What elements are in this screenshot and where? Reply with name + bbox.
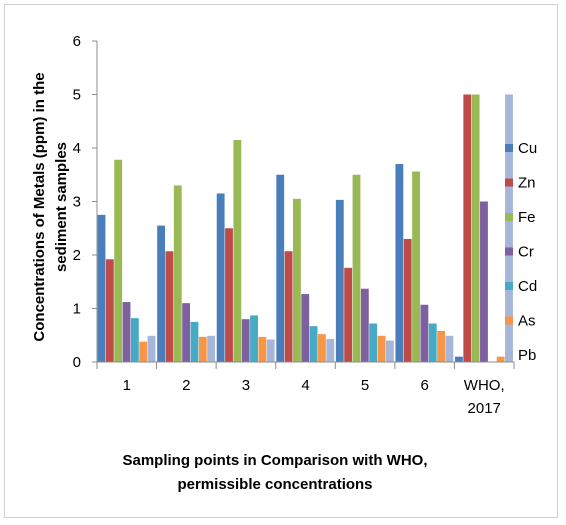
y-axis-title: Concentrations of Metals (ppm) in the sed… bbox=[31, 72, 70, 341]
legend-swatch-as bbox=[505, 316, 513, 325]
bar-pb-7 bbox=[505, 94, 513, 362]
x-tick-label: WHO, bbox=[464, 377, 505, 394]
legend-swatch-zn bbox=[505, 178, 513, 187]
legend-swatch-cr bbox=[505, 247, 513, 256]
bar-zn-2 bbox=[165, 251, 174, 362]
bar-cu-1 bbox=[97, 214, 106, 362]
axes bbox=[96, 41, 514, 363]
bar-fe-2 bbox=[173, 185, 182, 362]
y-tick-label: 3 bbox=[73, 194, 81, 211]
bar-fe-6 bbox=[412, 171, 420, 362]
bar-cd-4 bbox=[309, 326, 318, 362]
y-tick-label: 6 bbox=[73, 33, 81, 50]
bar-fe-7 bbox=[471, 94, 480, 362]
x-axis-title-line: Sampling points in Comparison with WHO, bbox=[123, 452, 428, 469]
bar-as-1 bbox=[139, 341, 148, 362]
legend-label-cd: Cd bbox=[518, 278, 537, 295]
y-tick-label: 1 bbox=[73, 301, 81, 318]
x-tick-label: 4 bbox=[301, 377, 309, 394]
bar-fe-1 bbox=[114, 159, 123, 362]
bar-cr-3 bbox=[241, 319, 250, 362]
legend: Cu Zn Fe Cr Cd As Pb bbox=[505, 140, 537, 364]
y-tick-label: 2 bbox=[73, 247, 81, 264]
legend-label-cr: Cr bbox=[518, 244, 534, 261]
legend-swatch-cd bbox=[505, 282, 513, 290]
bar-cr-4 bbox=[301, 294, 310, 362]
bar-zn-5 bbox=[344, 267, 353, 362]
legend-label-pb: Pb bbox=[518, 347, 536, 364]
legend-label-zn: Zn bbox=[518, 175, 536, 192]
bar-as-3 bbox=[258, 336, 267, 362]
bar-fe-5 bbox=[352, 174, 361, 362]
y-axis-title-line: sediment samples bbox=[53, 142, 70, 272]
x-tick-label: 2017 bbox=[468, 400, 501, 417]
bar-cr-6 bbox=[420, 304, 429, 362]
bar-cu-7 bbox=[455, 356, 463, 362]
bar-cu-5 bbox=[335, 199, 344, 362]
bar-pb-1 bbox=[147, 335, 156, 362]
bar-zn-6 bbox=[403, 238, 412, 362]
bar-cr-7 bbox=[480, 201, 488, 362]
bar-cr-2 bbox=[182, 303, 191, 362]
bar-zn-1 bbox=[105, 259, 114, 362]
bar-as-6 bbox=[437, 330, 445, 362]
bar-cd-6 bbox=[428, 323, 437, 362]
bar-zn-3 bbox=[225, 228, 233, 362]
legend-label-as: As bbox=[518, 313, 536, 330]
bar-pb-2 bbox=[207, 335, 216, 362]
bars bbox=[97, 94, 513, 362]
x-axis-title: Sampling points in Comparison with WHO, p… bbox=[123, 452, 428, 493]
bar-cd-5 bbox=[369, 323, 378, 362]
x-axis-title-line: permissible concentrations bbox=[177, 476, 372, 493]
bar-cu-4 bbox=[276, 174, 285, 362]
y-tick-label: 5 bbox=[73, 87, 81, 104]
bar-cr-1 bbox=[122, 302, 131, 362]
bar-fe-4 bbox=[292, 198, 301, 362]
legend-swatch-fe bbox=[505, 213, 513, 221]
y-axis-ticks: 0 1 2 3 4 5 6 bbox=[73, 33, 97, 371]
bar-cu-2 bbox=[157, 225, 166, 362]
x-tick-label: 6 bbox=[420, 377, 428, 394]
bar-cu-3 bbox=[216, 193, 225, 362]
bar-pb-3 bbox=[266, 339, 275, 362]
legend-swatch-pb bbox=[505, 351, 513, 359]
bar-as-5 bbox=[377, 335, 386, 362]
bar-as-4 bbox=[318, 334, 326, 362]
x-tick-label: 2 bbox=[182, 377, 190, 394]
bar-pb-5 bbox=[385, 340, 394, 362]
chart-frame: 0 1 2 3 4 5 6 1 2 3 4 5 6 WHO, 2017 Cu Zn Fe Cr Cd As Pb Co… bbox=[4, 4, 558, 518]
bar-zn-4 bbox=[284, 251, 293, 362]
x-tick-label: 3 bbox=[242, 377, 250, 394]
x-tick-label: 1 bbox=[123, 377, 131, 394]
y-tick-label: 4 bbox=[73, 140, 81, 157]
bar-cu-6 bbox=[395, 164, 404, 362]
bar-pb-4 bbox=[326, 338, 335, 362]
bar-as-2 bbox=[198, 336, 207, 362]
bar-cd-1 bbox=[130, 318, 139, 362]
bar-zn-7 bbox=[463, 94, 472, 362]
bar-fe-3 bbox=[233, 139, 242, 362]
bar-cd-3 bbox=[250, 315, 258, 362]
bar-cd-2 bbox=[190, 321, 199, 362]
bar-as-7 bbox=[496, 356, 505, 362]
legend-label-cu: Cu bbox=[518, 140, 537, 157]
legend-label-fe: Fe bbox=[518, 209, 536, 226]
legend-swatch-cu bbox=[505, 144, 513, 152]
bar-chart: 0 1 2 3 4 5 6 1 2 3 4 5 6 WHO, 2017 Cu Zn Fe Cr Cd As Pb Co… bbox=[31, 33, 537, 493]
bar-cr-5 bbox=[360, 288, 369, 362]
y-axis-title-line: Concentrations of Metals (ppm) in the bbox=[31, 72, 48, 341]
x-axis-ticks: 1 2 3 4 5 6 WHO, 2017 bbox=[96, 362, 515, 417]
x-tick-label: 5 bbox=[361, 377, 369, 394]
bar-pb-6 bbox=[445, 335, 454, 362]
y-tick-label: 0 bbox=[73, 354, 81, 371]
